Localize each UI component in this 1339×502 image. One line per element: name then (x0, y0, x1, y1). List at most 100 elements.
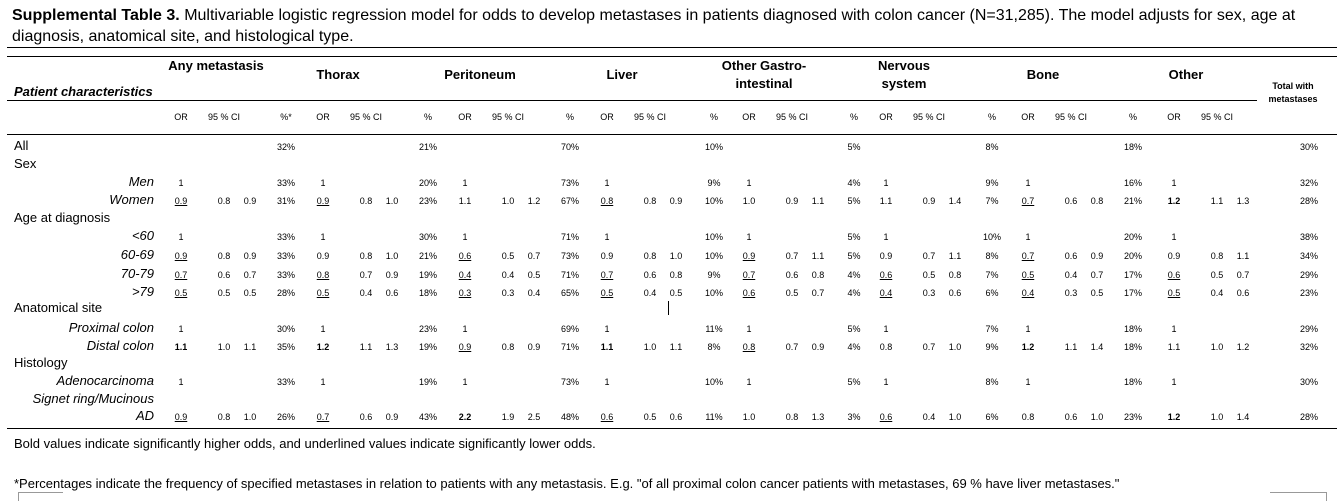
table-cell: 0.7 (174, 270, 188, 280)
table-cell: 0.6 (385, 288, 399, 298)
table-caption: Supplemental Table 3. Multivariable logi… (12, 5, 1312, 47)
table-cell: 1.3 (811, 412, 825, 422)
table-cell: 1 (1171, 377, 1177, 387)
table-cell: 29% (1299, 324, 1318, 334)
table-cell: 1 (883, 178, 889, 188)
table-cell: 1 (883, 324, 889, 334)
table-cell: 0.9 (600, 251, 614, 261)
table-cell: 0.9 (785, 196, 799, 206)
table-cell: 1 (462, 377, 468, 387)
table-cell: 1 (746, 178, 752, 188)
sub-header: % (987, 112, 996, 122)
table-cell: 1.1 (811, 196, 825, 206)
table-cell: 0.5 (1167, 288, 1181, 298)
table-cell: 1.0 (1090, 412, 1104, 422)
sub-header: % (423, 112, 432, 122)
sub-header: OR (1021, 112, 1035, 122)
table-cell: 21% (418, 142, 437, 152)
table-cell: 0.6 (785, 270, 799, 280)
table-cell: 0.8 (217, 196, 231, 206)
table-cell: 33% (276, 251, 295, 261)
table-cell: 69% (560, 324, 579, 334)
row-label: Men (128, 174, 154, 189)
table-cell: 0.7 (922, 251, 936, 261)
table-cell: 8% (985, 377, 999, 387)
table-cell: 0.7 (1021, 196, 1035, 206)
table-cell: 19% (418, 270, 437, 280)
table-cell: 0.9 (669, 196, 683, 206)
table-cell: 18% (1123, 324, 1142, 334)
table-cell: 0.7 (1021, 251, 1035, 261)
table-cell: 33% (276, 270, 295, 280)
table-cell: 73% (560, 178, 579, 188)
table-cell: 0.9 (243, 251, 257, 261)
table-cell: 1 (178, 377, 184, 387)
sub-header: % (709, 112, 718, 122)
table-cell: 11% (705, 324, 723, 334)
table-cell: 2.5 (527, 412, 541, 422)
table-cell: 0.8 (1021, 412, 1035, 422)
table-cell: 4% (847, 178, 861, 188)
table-cell: 1.2 (316, 342, 330, 352)
table-cell: 5% (847, 324, 861, 334)
table-cell: 0.8 (1210, 251, 1224, 261)
row-label: 70-79 (120, 266, 154, 281)
table-cell: 0.9 (316, 196, 330, 206)
table-cell: 1.0 (742, 412, 756, 422)
table-cell: 1 (1025, 377, 1031, 387)
row-label: 60-69 (120, 247, 154, 262)
caption-label: Supplemental Table 3. (12, 7, 180, 24)
group-header: Peritoneum (444, 67, 516, 82)
row-label-section: All (14, 138, 29, 153)
table-cell: 73% (560, 251, 579, 261)
table-cell: 1.0 (1210, 342, 1224, 352)
table-cell: 32% (1299, 178, 1318, 188)
group-header: Other (1168, 67, 1204, 82)
sub-header: OR (316, 112, 330, 122)
header-bottom-rule (7, 134, 1337, 135)
table-cell: 0.5 (785, 288, 799, 298)
table-cell: 8% (985, 251, 999, 261)
table-cell: 10% (704, 196, 723, 206)
table-cell: 65% (560, 288, 579, 298)
table-cell: 1 (604, 232, 610, 242)
row-label: Adenocarcinoma (56, 373, 154, 388)
table-cell: 1 (1025, 324, 1031, 334)
table-cell: 17% (1123, 288, 1142, 298)
table-cell: 0.9 (174, 251, 188, 261)
table-cell: 11% (705, 412, 723, 422)
table-cell: 28% (1299, 412, 1318, 422)
table-cell: 0.9 (385, 270, 399, 280)
table-cell: 43% (418, 412, 437, 422)
table-cell: 1.1 (1064, 342, 1078, 352)
table-cell: 0.7 (316, 412, 330, 422)
table-cell: 0.7 (527, 251, 541, 261)
table-cell: 0.6 (458, 251, 472, 261)
group-header: Bone (1026, 67, 1060, 82)
table-cell: 1 (883, 377, 889, 387)
table-cell: 1 (320, 178, 326, 188)
table-cell: 0.5 (174, 288, 188, 298)
table-cell: 0.6 (948, 288, 962, 298)
table-cell: 23% (1299, 288, 1318, 298)
table-cell: 67% (560, 196, 579, 206)
table-cell: 18% (1123, 377, 1142, 387)
table-cell: 0.8 (742, 342, 756, 352)
table-cell: 1 (1171, 232, 1177, 242)
table-cell: 1 (462, 178, 468, 188)
group-header: Liver (606, 67, 638, 82)
table-cell: 0.3 (501, 288, 515, 298)
table-cell: 0.7 (1090, 270, 1104, 280)
table-cell: 19% (418, 377, 437, 387)
table-cell: 1.1 (600, 342, 614, 352)
table-cell: 26% (276, 412, 295, 422)
table-cell: 0.8 (501, 342, 515, 352)
table-cell: 0.8 (948, 270, 962, 280)
table-cell: 1 (604, 324, 610, 334)
table-cell: 73% (560, 377, 579, 387)
table-cell: 10% (704, 232, 723, 242)
table-cell: 20% (1123, 232, 1142, 242)
sub-header: 95 % CI (633, 112, 666, 122)
table-cell: 0.4 (879, 288, 893, 298)
table-cell: 0.5 (643, 412, 657, 422)
